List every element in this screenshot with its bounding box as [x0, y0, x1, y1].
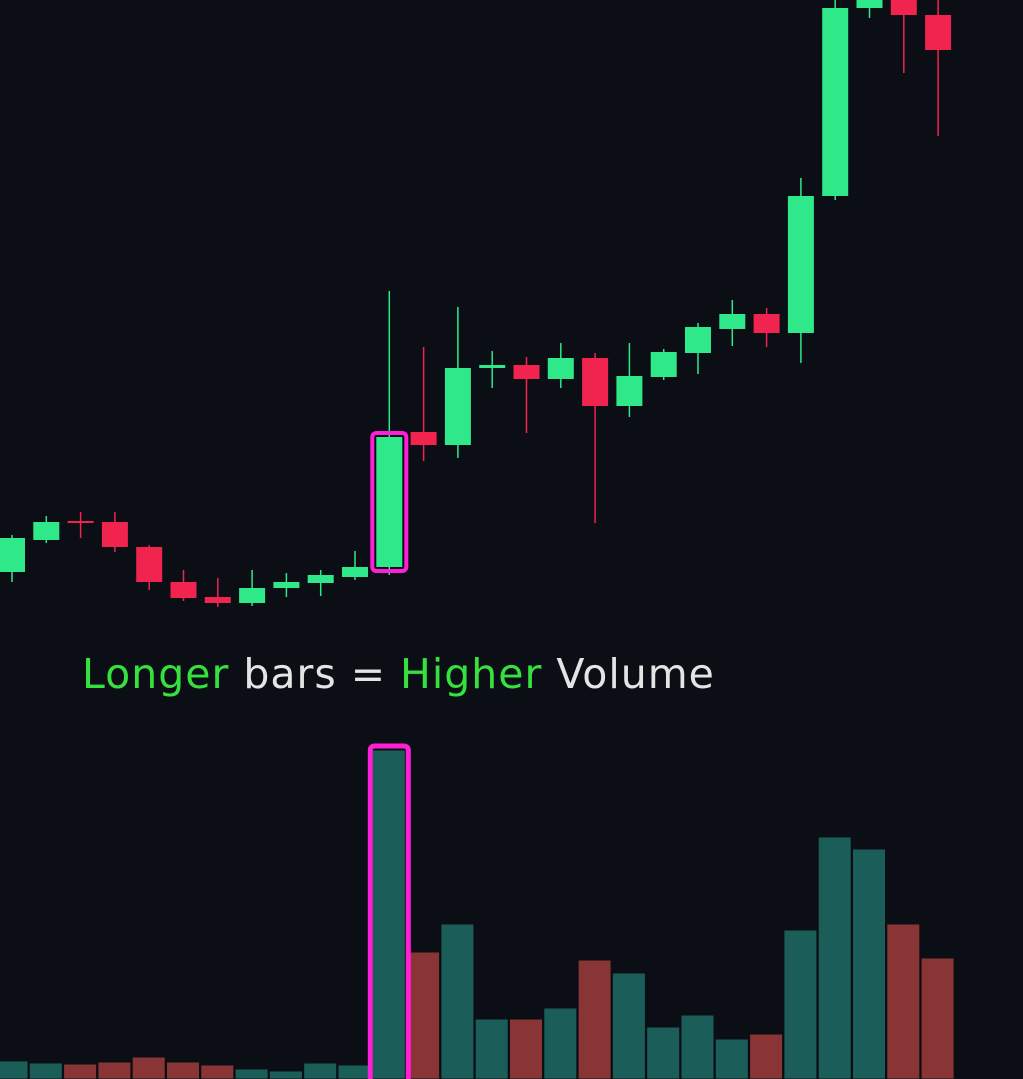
candle-body	[582, 358, 609, 406]
volume-bar	[920, 957, 955, 1079]
annotation-word: =	[350, 650, 387, 698]
candle-body	[925, 15, 952, 50]
candle-body	[685, 327, 711, 353]
volume-bar	[611, 972, 646, 1079]
candle-body	[170, 582, 197, 598]
volume-bar	[0, 1060, 29, 1079]
candle-body	[650, 352, 677, 377]
candle-body	[616, 376, 643, 406]
volume-bar	[783, 929, 818, 1079]
candle-body	[342, 567, 368, 577]
candle-body	[307, 575, 334, 583]
candle-body	[33, 522, 60, 540]
candle-body	[273, 582, 300, 588]
annotation-word: Volume	[556, 650, 715, 698]
candle-body	[513, 365, 540, 379]
volume-bar	[714, 1038, 749, 1079]
highlight-box	[370, 431, 409, 573]
volume-bar	[543, 1007, 578, 1079]
candle-body	[856, 0, 883, 8]
volume-bar	[268, 1070, 303, 1079]
volume-bar	[852, 848, 886, 1079]
candle-body	[204, 597, 231, 603]
volume-bar	[131, 1056, 166, 1079]
candle-body	[753, 314, 780, 333]
volume-bar	[749, 1033, 784, 1079]
volume-bar	[440, 923, 475, 1079]
volume-bar	[166, 1061, 200, 1079]
volume-bar	[886, 923, 921, 1079]
volume-bar	[63, 1063, 98, 1079]
annotation: Longer bars = Higher Volume	[82, 650, 729, 698]
candle-body	[890, 0, 917, 15]
volume-bar	[234, 1068, 269, 1079]
candle-body	[410, 432, 437, 445]
candle-body	[787, 196, 814, 333]
volume-bar	[406, 951, 441, 1079]
candle-body	[0, 538, 25, 572]
candle-body	[376, 437, 403, 567]
candle-body	[239, 588, 266, 603]
candle-body	[719, 314, 746, 329]
volume-bar	[200, 1064, 235, 1079]
volume-bar	[97, 1061, 132, 1079]
volume-bar	[28, 1062, 63, 1079]
volume-bar	[337, 1064, 372, 1079]
volume-bar	[646, 1026, 681, 1079]
volume-bar	[474, 1018, 509, 1079]
annotation-word: Higher	[400, 650, 543, 698]
volume-bar	[371, 749, 406, 1079]
volume-bar	[680, 1014, 715, 1079]
volume-bar	[509, 1018, 543, 1079]
volume-bar	[303, 1062, 338, 1079]
volume-bar	[577, 959, 612, 1079]
candle-body	[67, 521, 94, 523]
annotation-word: Longer	[82, 650, 230, 698]
highlight-box	[367, 743, 411, 1079]
candle-body	[444, 368, 471, 445]
candle-body	[479, 365, 506, 368]
candle-body	[136, 547, 163, 582]
annotation-word: bars	[243, 650, 337, 698]
candle-body	[822, 8, 849, 196]
candle-body	[101, 522, 128, 547]
volume-bar	[817, 836, 852, 1079]
candle-body	[547, 358, 574, 379]
